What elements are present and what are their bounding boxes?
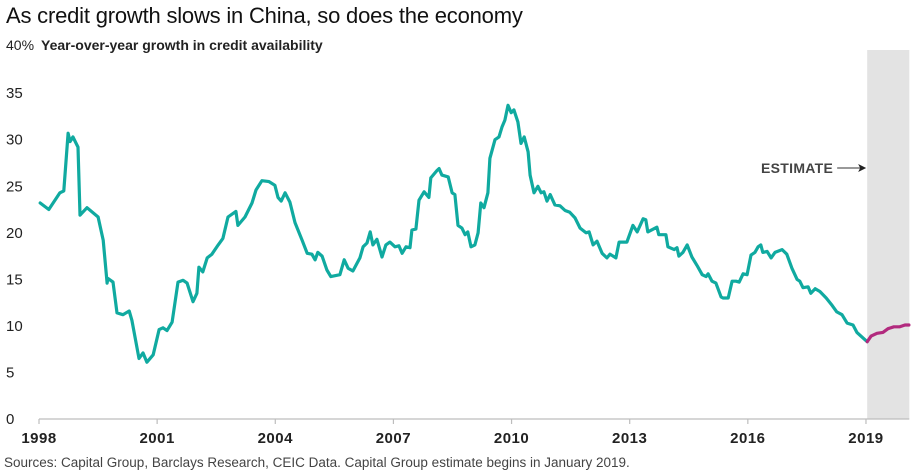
y-tick-label: 5 [6,364,14,381]
x-tick-label: 2004 [258,430,294,447]
x-tick-label: 2013 [612,430,647,447]
x-tick-label: 2019 [848,430,883,447]
series-line-actual [38,103,869,364]
estimate-label: ESTIMATE [761,160,833,176]
y-axis-ticks: 0 5 10 15 20 25 30 35 [6,85,23,428]
y-tick-label: 15 [6,271,23,288]
x-tick-label: 2016 [730,430,765,447]
y-axis-title: 40% Year-over-year growth in credit avail… [6,37,323,53]
y-axis-max-label: 40% [6,37,35,53]
chart-title: As credit growth slows in China, so does… [6,3,523,28]
x-tick-label: 2001 [139,430,174,447]
estimate-shaded-region [867,50,910,419]
y-tick-label: 0 [6,411,14,428]
x-tick-label: 2007 [376,430,411,447]
source-note: Sources: Capital Group, Barclays Researc… [4,455,630,470]
x-tick-label: 2010 [494,430,529,447]
series-group [38,103,911,364]
y-tick-label: 10 [6,318,23,335]
series-line-estimate [865,323,911,344]
x-tick-label: 1998 [21,430,56,447]
y-axis-label: Year-over-year growth in credit availabi… [41,37,323,53]
y-tick-label: 35 [6,85,23,102]
y-tick-label: 20 [6,225,23,242]
y-tick-label: 30 [6,132,23,149]
x-axis-ticks: 1998 2001 2004 2007 2010 2013 2016 2019 [21,419,883,447]
y-tick-label: 25 [6,178,23,195]
estimate-annotation: ESTIMATE [761,160,867,176]
estimate-arrow-icon [858,164,867,172]
